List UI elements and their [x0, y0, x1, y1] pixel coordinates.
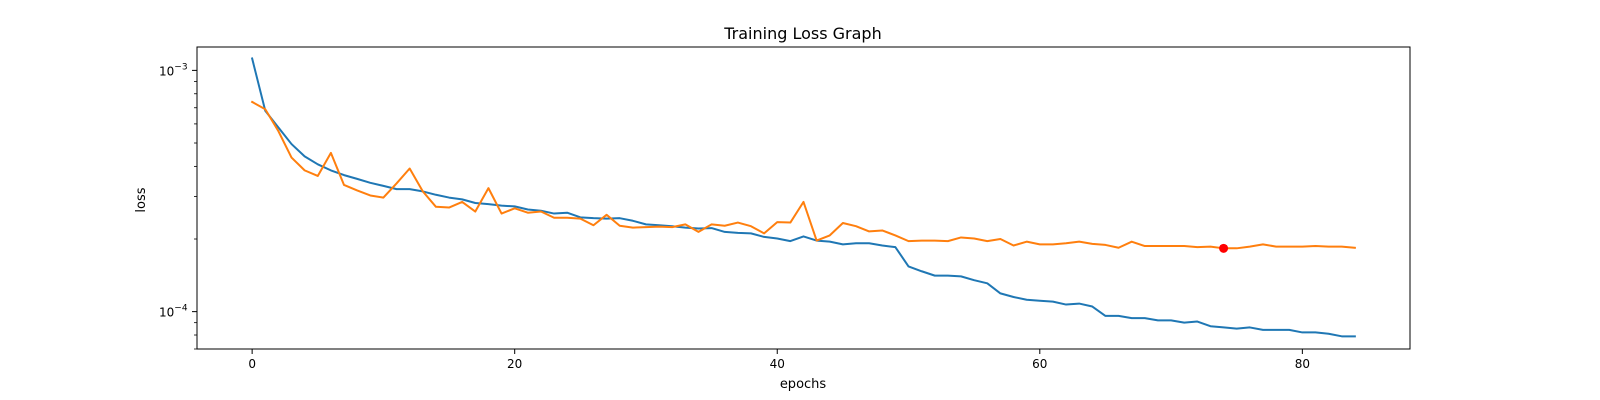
- plot-frame: [196, 46, 1411, 350]
- highlight-marker: [1219, 243, 1229, 253]
- x-tick-label: 60: [1032, 357, 1047, 371]
- plot-area: 0 20 40 60 80 10−4 10−3: [159, 46, 1411, 371]
- y-axis-label: loss: [134, 187, 149, 212]
- series-line-1: [250, 57, 1356, 338]
- x-axis-label: epochs: [780, 377, 827, 392]
- y-tick-label: 10−4: [159, 304, 188, 320]
- series-line-2: [250, 100, 1356, 250]
- x-tick-label: 0: [248, 357, 256, 371]
- x-tick-label: 80: [1295, 357, 1310, 371]
- y-tick-label: 10−3: [159, 62, 188, 78]
- x-tick-label: 20: [507, 357, 522, 371]
- x-tick-label: 40: [770, 357, 785, 371]
- chart-title: Training Loss Graph: [723, 24, 881, 43]
